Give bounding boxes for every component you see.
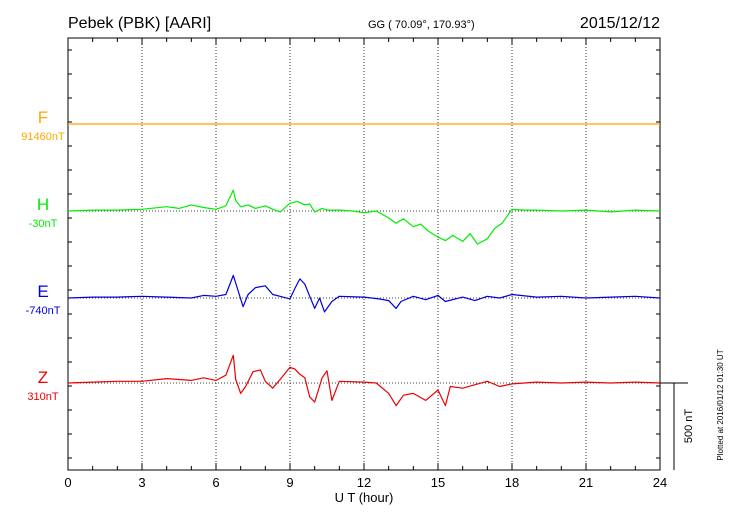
grid — [68, 38, 660, 470]
series-line-h — [67, 189, 661, 245]
series-name-e: E — [37, 282, 48, 301]
x-tick-label: 18 — [505, 475, 519, 490]
date-label: 2015/12/12 — [580, 15, 660, 32]
x-tick-label: 21 — [579, 475, 593, 490]
x-axis: 0 3 6 9 12 15 18 21 24 — [64, 38, 667, 490]
series-name-h: H — [37, 195, 49, 214]
series-lines — [67, 123, 661, 407]
scale-bar-label: 500 nT — [683, 409, 695, 444]
station-title: Pebek (PBK) [AARI] — [68, 15, 211, 32]
series-name-z: Z — [38, 368, 48, 387]
x-tick-label: 24 — [653, 475, 667, 490]
series-line-e — [67, 274, 661, 313]
geographic-coordinates: GG ( 70.09°, 170.93°) — [368, 19, 475, 31]
series-baseline-e: -740nT — [26, 305, 61, 317]
series-baseline-z: 310nT — [27, 391, 58, 403]
series-labels: F 91460nT H -30nT E -740nT Z 310nT — [21, 108, 65, 403]
plotted-note: Plotted at 2016/01/12 01:30 UT — [716, 349, 725, 460]
scale-bar: 500 nT — [660, 382, 695, 470]
series-line-z — [67, 354, 661, 407]
x-tick-label: 15 — [431, 475, 445, 490]
x-axis-label: U T (hour) — [335, 490, 394, 505]
series-baseline-f: 91460nT — [21, 131, 65, 143]
x-tick-label: 12 — [357, 475, 371, 490]
x-tick-label: 0 — [64, 475, 71, 490]
series-name-f: F — [38, 108, 48, 127]
series-baseline-h: -30nT — [29, 218, 58, 230]
x-tick-label: 6 — [212, 475, 219, 490]
x-tick-label: 3 — [138, 475, 145, 490]
x-tick-label: 9 — [286, 475, 293, 490]
